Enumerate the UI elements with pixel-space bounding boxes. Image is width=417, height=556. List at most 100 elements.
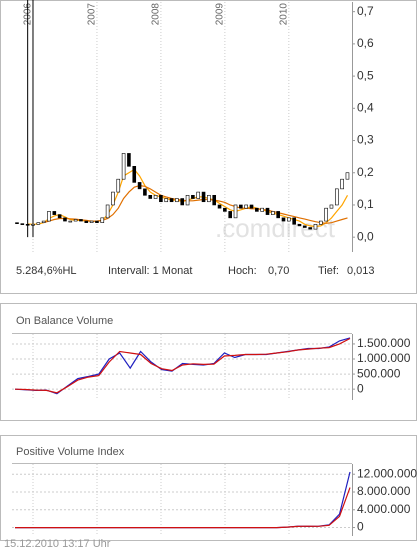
candle-body bbox=[41, 220, 46, 223]
watermark: .comdirect bbox=[215, 213, 336, 243]
candle-body bbox=[281, 217, 286, 222]
candle-body bbox=[212, 194, 217, 206]
candle-body bbox=[303, 225, 307, 228]
panel-title: Positive Volume Index bbox=[16, 446, 125, 458]
candle-body bbox=[292, 217, 296, 225]
y-tick-label: 0,7 bbox=[357, 4, 374, 18]
candle-body bbox=[340, 178, 344, 190]
candle-body bbox=[89, 220, 94, 223]
y-tick-label: 0,2 bbox=[357, 165, 374, 179]
candle-body bbox=[260, 207, 264, 212]
candle-body bbox=[111, 191, 115, 206]
candle-body bbox=[105, 204, 110, 219]
candle-body bbox=[164, 198, 169, 203]
candle-body bbox=[249, 204, 254, 209]
y-tick-label: 8.000.000 bbox=[357, 484, 411, 498]
candle-body bbox=[175, 198, 179, 203]
candle-body bbox=[239, 204, 243, 209]
x-tick-label: 2008 bbox=[151, 3, 162, 26]
stat-high: 0,70 bbox=[268, 265, 289, 277]
candle-body bbox=[25, 223, 30, 226]
candle-body bbox=[31, 223, 35, 226]
y-tick-label: 4.000.000 bbox=[357, 502, 411, 516]
y-tick-label: 0,6 bbox=[357, 36, 374, 50]
candle-body bbox=[334, 188, 339, 206]
candle-body bbox=[345, 172, 350, 180]
y-tick-label: 0,3 bbox=[357, 133, 374, 147]
candle-body bbox=[47, 211, 51, 222]
candle-body bbox=[132, 166, 137, 183]
candle-body bbox=[148, 194, 153, 199]
series-line bbox=[15, 487, 351, 529]
candle-body bbox=[169, 198, 174, 203]
candle-body bbox=[191, 194, 195, 199]
candle-body bbox=[143, 188, 147, 196]
series-line bbox=[15, 471, 351, 529]
x-tick-label: 2007 bbox=[87, 3, 98, 26]
candle-body bbox=[95, 220, 99, 223]
series-line bbox=[14, 337, 351, 394]
candle-body bbox=[68, 220, 73, 223]
candle-body bbox=[73, 219, 78, 222]
series-line bbox=[14, 337, 351, 395]
candle-body bbox=[79, 219, 83, 222]
candle-body bbox=[329, 204, 334, 209]
candle-body bbox=[217, 204, 222, 209]
candle-body bbox=[180, 198, 185, 206]
x-tick-label: 2009 bbox=[215, 3, 226, 26]
candle-body bbox=[319, 220, 323, 225]
candle-body bbox=[308, 227, 312, 230]
y-tick-label: 0,5 bbox=[357, 68, 374, 82]
x-tick-label: 2010 bbox=[278, 3, 289, 26]
candle-body bbox=[244, 204, 248, 209]
y-tick-label: 0 bbox=[357, 520, 364, 534]
y-tick-label: 1.500.000 bbox=[357, 336, 411, 350]
candle-body bbox=[287, 217, 291, 222]
y-tick-label: 500.000 bbox=[357, 366, 401, 380]
panel-title: On Balance Volume bbox=[16, 315, 113, 327]
candle-body bbox=[52, 211, 57, 215]
y-tick-label: 0,0 bbox=[357, 229, 374, 243]
candle-body bbox=[20, 223, 25, 225]
candle-body bbox=[228, 211, 232, 219]
candle-body bbox=[100, 217, 105, 223]
candle-body bbox=[153, 194, 158, 199]
series-line bbox=[43, 184, 348, 224]
candle-body bbox=[313, 223, 318, 230]
y-tick-label: 0 bbox=[357, 381, 364, 395]
candle-body bbox=[57, 214, 62, 219]
candle-body bbox=[233, 204, 238, 219]
panel-frame bbox=[0, 0, 417, 294]
candle-body bbox=[265, 207, 270, 215]
candle-body bbox=[36, 222, 41, 225]
candle-body bbox=[201, 191, 206, 203]
candle-body bbox=[223, 207, 227, 212]
candle-body bbox=[185, 194, 190, 206]
candle-body bbox=[255, 207, 259, 212]
candle-body bbox=[84, 220, 89, 223]
candle-body bbox=[137, 182, 142, 190]
y-tick-label: 0,1 bbox=[357, 197, 374, 211]
candle-body bbox=[127, 153, 131, 167]
stat-interval: Intervall: 1 Monat bbox=[108, 265, 192, 277]
candle-body bbox=[297, 223, 302, 227]
candle-body bbox=[121, 153, 126, 180]
candle-body bbox=[276, 211, 280, 219]
candle-body bbox=[116, 178, 121, 193]
y-tick-label: 1.000.000 bbox=[357, 351, 411, 365]
candle-body bbox=[271, 211, 275, 215]
candle-body bbox=[159, 194, 163, 203]
stat-high-label: Hoch: bbox=[228, 265, 257, 277]
candle-body bbox=[207, 194, 211, 203]
y-tick-label: 0,4 bbox=[357, 100, 374, 114]
candle-body bbox=[63, 217, 67, 222]
candle-body bbox=[324, 207, 328, 222]
candle-body bbox=[15, 222, 19, 224]
y-tick-label: 12.000.000 bbox=[357, 466, 417, 480]
candle-body bbox=[196, 191, 201, 199]
stat-change: 5.284,6%HL bbox=[16, 265, 77, 277]
footer: 15.12.2010 13:17 Uhr bbox=[4, 538, 111, 550]
stat-low-label: Tief: bbox=[318, 265, 339, 277]
